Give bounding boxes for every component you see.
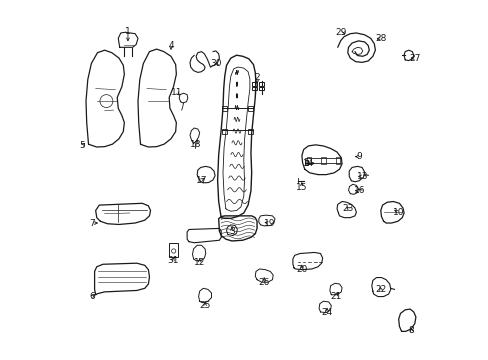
Text: 27: 27: [408, 54, 420, 63]
Text: 5: 5: [80, 141, 85, 150]
Text: 4: 4: [168, 41, 173, 50]
Text: 12: 12: [194, 258, 205, 267]
Text: 17: 17: [195, 176, 207, 185]
Bar: [248, 129, 253, 134]
Text: 25: 25: [199, 301, 210, 310]
Text: 2: 2: [254, 73, 259, 82]
Text: 20: 20: [296, 265, 307, 274]
Bar: [335, 157, 339, 164]
Bar: [251, 82, 257, 86]
Text: 9: 9: [356, 152, 362, 161]
Text: 19: 19: [264, 219, 275, 228]
Text: 21: 21: [329, 292, 341, 301]
Bar: [321, 157, 325, 164]
Text: 24: 24: [321, 308, 332, 317]
Bar: [259, 87, 264, 90]
Text: 23: 23: [342, 204, 353, 213]
Text: 15: 15: [296, 183, 307, 192]
Text: 30: 30: [210, 59, 221, 68]
Text: 11: 11: [170, 87, 182, 96]
Bar: [169, 243, 178, 257]
Bar: [259, 82, 264, 86]
Text: 18: 18: [190, 140, 202, 149]
Text: 26: 26: [258, 278, 269, 287]
Text: 1: 1: [125, 27, 131, 36]
Text: 7: 7: [89, 219, 95, 228]
Bar: [304, 160, 308, 165]
Text: 14: 14: [303, 159, 314, 168]
Text: 8: 8: [407, 326, 413, 335]
Bar: [248, 106, 253, 111]
Text: 13: 13: [356, 172, 368, 181]
Text: 31: 31: [167, 256, 178, 265]
Text: 6: 6: [89, 292, 95, 301]
Bar: [306, 157, 310, 164]
Bar: [251, 87, 257, 90]
Text: 3: 3: [228, 228, 234, 237]
Bar: [222, 106, 227, 111]
Text: 28: 28: [374, 34, 386, 43]
Text: 16: 16: [353, 186, 364, 195]
Text: 10: 10: [392, 208, 404, 217]
Text: 22: 22: [374, 285, 386, 294]
Text: 29: 29: [335, 28, 346, 37]
Bar: [222, 129, 227, 134]
